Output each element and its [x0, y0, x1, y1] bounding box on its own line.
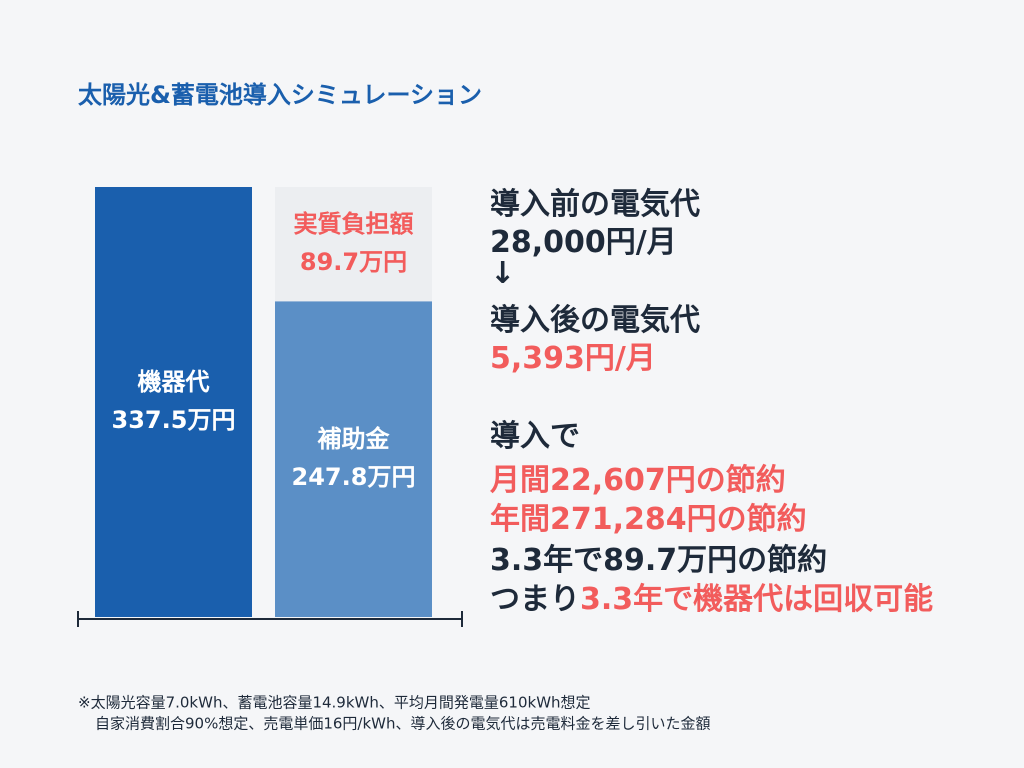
bar-segment [95, 187, 252, 617]
segment-name: 実質負担額 [294, 210, 414, 238]
summary-text: 28,000円/月 [490, 225, 677, 260]
summary-text: 月間22,607円の節約 [490, 463, 786, 498]
summary-text: 導入前の電気代 [490, 187, 700, 222]
summary-line: 導入で [490, 419, 580, 454]
segment-name: 補助金 [317, 425, 391, 453]
summary-text: 3.3年で89.7万円の節約 [490, 543, 827, 578]
baseline [77, 611, 463, 627]
data-label: 89.7万円 [300, 248, 407, 276]
data-label: 337.5万円 [112, 406, 236, 434]
summary-text: 5,393円/月 [490, 341, 656, 376]
bar-segment [275, 301, 432, 617]
summary-line: 月間22,607円の節約 [490, 463, 786, 498]
summary-line: 5,393円/月 [490, 341, 656, 376]
summary-line: 28,000円/月 [490, 225, 677, 260]
summary-line: 3.3年で89.7万円の節約 [490, 543, 827, 578]
footnote: ※太陽光容量7.0kWh、蓄電池容量14.9kWh、平均月間発電量610kWh想… [78, 694, 591, 712]
summary-text: つまり [490, 582, 580, 617]
summary-line: 導入前の電気代 [490, 187, 700, 222]
chart-title: 太陽光&蓄電池導入シミュレーション [78, 81, 482, 109]
summary-text: 導入で [490, 419, 580, 454]
summary-line: つまり3.3年で機器代は回収可能 [490, 582, 933, 617]
segment-name: 機器代 [138, 368, 210, 396]
summary-line: 導入後の電気代 [490, 303, 700, 338]
summary-line: ↓ [490, 256, 515, 291]
summary-text: 導入後の電気代 [490, 303, 700, 338]
summary-text: ↓ [490, 256, 515, 291]
summary-text: 3.3年で機器代は回収可能 [580, 582, 933, 617]
summary-text: 年間271,284円の節約 [490, 502, 807, 537]
footnote: 自家消費割合90%想定、売電単価16円/kWh、導入後の電気代は売電料金を差し引… [95, 715, 711, 733]
data-label: 247.8万円 [292, 463, 416, 491]
bar-segment [275, 187, 432, 302]
summary-line: 年間271,284円の節約 [490, 502, 807, 537]
